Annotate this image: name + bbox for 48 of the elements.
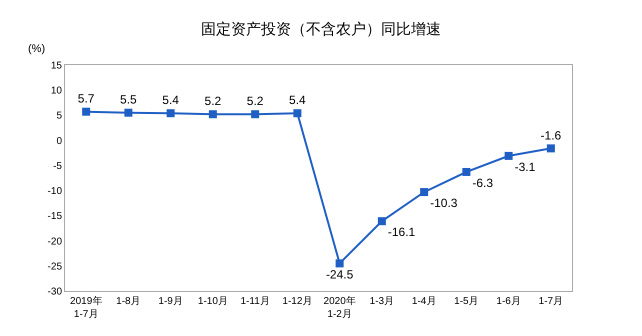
x-tick-label: 1-9月: [158, 296, 183, 307]
chart-title: 固定资产投资（不含农户）同比增速: [201, 21, 441, 38]
point: [166, 109, 175, 118]
x-tick-label: 1-7月: [538, 296, 564, 307]
y-tick-label: 10: [50, 86, 62, 97]
point: [504, 152, 513, 160]
x-tick-label: 1-10月: [198, 296, 228, 307]
y-tick-label: -20: [48, 236, 62, 248]
x-tick-label: 2019年 1-7月: [70, 295, 102, 320]
point: [546, 144, 555, 152]
y-tick-label: -5: [53, 160, 62, 172]
point: [293, 109, 302, 118]
data-label: 5.4: [289, 93, 306, 108]
point: [420, 188, 428, 196]
x-tick-label: 1-3月: [370, 296, 394, 307]
y-tick-label: -25: [48, 261, 62, 272]
point: [462, 168, 470, 176]
point: [251, 110, 260, 118]
data-label: 5.4: [162, 93, 180, 108]
y-tick-label: 0: [56, 136, 62, 147]
data-label: 5.5: [120, 92, 138, 107]
data-label: 5.2: [246, 94, 264, 108]
x-tick-label: 1-12月: [282, 296, 312, 307]
x-tick-label: 1-5月: [454, 296, 479, 307]
y-axis-title: (%): [28, 43, 46, 55]
point: [336, 259, 344, 268]
y-tick-label: -30: [48, 286, 62, 298]
y-tick-label: -15: [48, 211, 62, 222]
x-tick-label: 1-11月: [240, 296, 270, 307]
data-label: -1.6: [540, 128, 562, 142]
data-label: 5.7: [78, 92, 95, 106]
point: [82, 108, 90, 116]
data-label: -16.1: [388, 225, 416, 240]
point: [378, 217, 386, 226]
point: [208, 110, 217, 118]
x-tick-label: 1-4月: [412, 296, 436, 307]
x-tick-label: 1-8月: [116, 296, 141, 307]
data-label: 5.2: [204, 94, 222, 108]
y-tick-label: -10: [48, 186, 62, 198]
x-tick-label: 2020年 1-2月: [324, 295, 356, 320]
point: [124, 108, 132, 117]
x-tick-label: 1-6月: [496, 296, 521, 307]
data-label: -6.3: [472, 176, 494, 190]
y-tick-label: 15: [50, 60, 62, 72]
data-label: -24.5: [326, 267, 354, 282]
data-label: -3.1: [514, 160, 536, 174]
data-label: -10.3: [430, 196, 458, 210]
y-tick-label: 5: [56, 110, 62, 122]
